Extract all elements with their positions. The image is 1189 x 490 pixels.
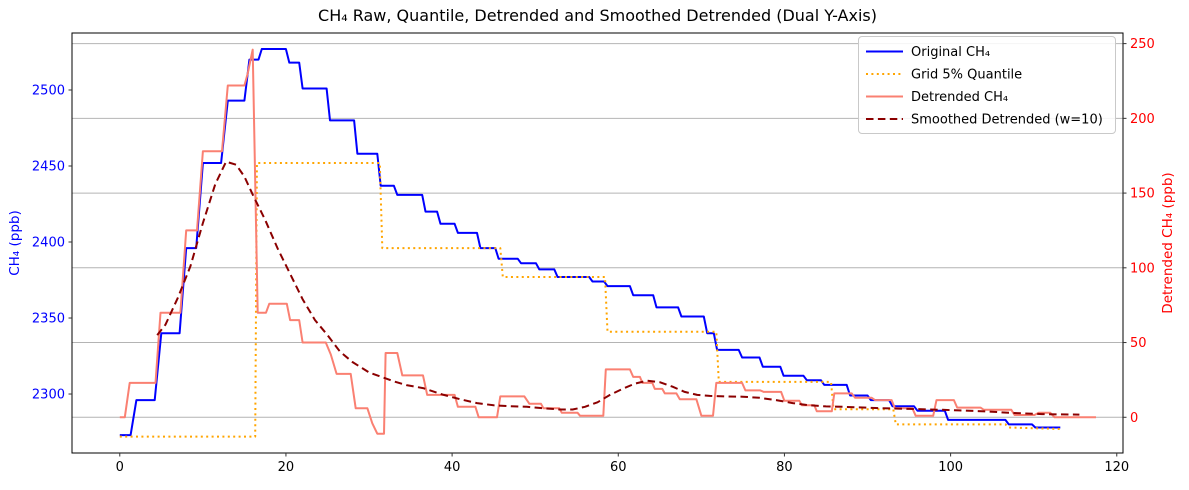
- legend-label-original-ch4: Original CH₄: [911, 45, 990, 60]
- series-grid-5pct-quantile: [119, 162, 1061, 438]
- y-right-tick-label-150: 150: [1130, 187, 1155, 202]
- legend-item-detrended-ch4: Detrended CH₄: [866, 90, 1008, 105]
- chart-title: CH₄ Raw, Quantile, Detrended and Smoothe…: [318, 6, 877, 25]
- y-left-tick-label-2400: 2400: [32, 236, 65, 251]
- legend-item-smoothed-detrended: Smoothed Detrended (w=10): [866, 113, 1103, 128]
- y-right-tick-label-50: 50: [1130, 336, 1147, 351]
- x-tick-label-120: 120: [1104, 460, 1129, 475]
- legend-label-smoothed-detrended: Smoothed Detrended (w=10): [911, 113, 1103, 128]
- series-original-ch4: [119, 48, 1061, 437]
- series-smoothed-detrended: [156, 160, 1080, 416]
- legend-label-detrended-ch4: Detrended CH₄: [911, 90, 1008, 105]
- legend-item-grid-5pct-quantile: Grid 5% Quantile: [866, 68, 1022, 83]
- y-right-tick-label-100: 100: [1130, 261, 1155, 276]
- legend-border: [858, 36, 1116, 134]
- y-left-axis-label: CH₄ (ppb): [7, 210, 23, 276]
- y-right-tick-label-250: 250: [1130, 37, 1155, 52]
- y-left-tick-label-2300: 2300: [32, 388, 65, 403]
- x-tick-label-100: 100: [938, 460, 963, 475]
- legend-item-original-ch4: Original CH₄: [866, 45, 990, 60]
- y-left-tick-label-2500: 2500: [32, 84, 65, 99]
- series-detrended-ch4: [119, 48, 1096, 435]
- y-right-tick-label-0: 0: [1130, 411, 1138, 426]
- x-tick-label-60: 60: [610, 460, 627, 475]
- x-tick-label-80: 80: [776, 460, 793, 475]
- x-tick-label-0: 0: [116, 460, 124, 475]
- y-left-tick-label-2350: 2350: [32, 312, 65, 327]
- y-right-axis-label: Detrended CH₄ (ppb): [1160, 172, 1176, 313]
- legend-box: Original CH₄ Grid 5% Quantile Detrended CH…: [858, 36, 1116, 134]
- x-tick-label-20: 20: [278, 460, 295, 475]
- plot-border: [71, 32, 1124, 454]
- y-left-tick-label-2450: 2450: [32, 160, 65, 175]
- legend-label-grid-5pct-quantile: Grid 5% Quantile: [911, 68, 1022, 83]
- y-right-tick-label-200: 200: [1130, 112, 1155, 127]
- x-tick-label-40: 40: [444, 460, 461, 475]
